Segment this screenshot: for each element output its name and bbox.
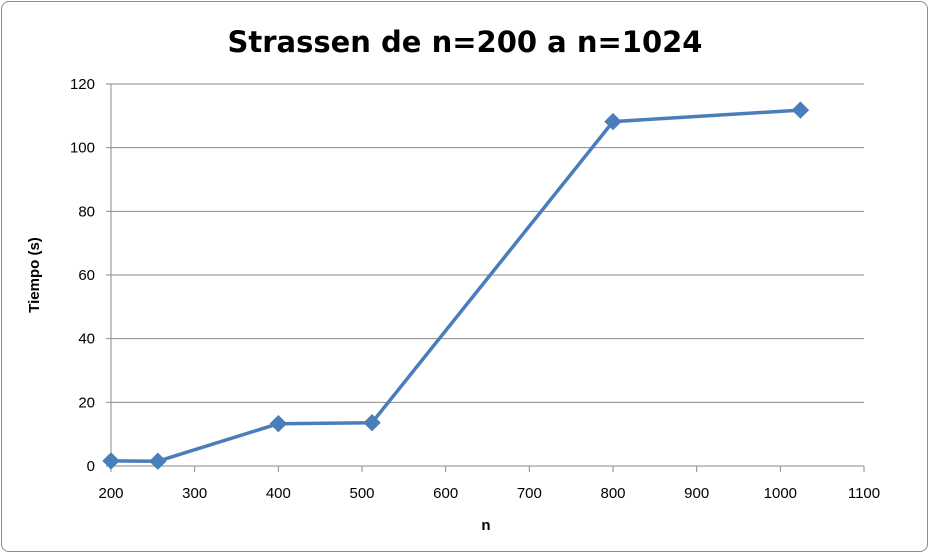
y-tick-label-0: 0: [87, 458, 95, 475]
y-tick-label-120: 120: [70, 76, 95, 93]
x-tick-label-500: 500: [349, 485, 374, 502]
data-point-256: [149, 452, 167, 470]
data-point-200: [102, 452, 120, 470]
series-group: [102, 101, 810, 470]
y-tick-labels: 0 20 40 60 80 100 120: [70, 76, 95, 475]
y-tick-label-60: 60: [78, 267, 95, 284]
y-tick-label-80: 80: [78, 203, 95, 220]
y-tick-label-100: 100: [70, 140, 95, 157]
x-tick-label-700: 700: [517, 485, 542, 502]
x-tick-label-400: 400: [266, 485, 291, 502]
y-tick-label-40: 40: [78, 331, 95, 348]
x-tick-label-900: 900: [684, 485, 709, 502]
grid: [111, 83, 864, 403]
y-tick-label-20: 20: [78, 394, 95, 411]
x-tick-label-600: 600: [433, 485, 458, 502]
x-tick-label-1000: 1000: [764, 485, 797, 502]
x-tick-label-1100: 1100: [848, 485, 880, 502]
data-point-512: [363, 413, 381, 432]
x-tick-label-800: 800: [600, 485, 625, 502]
chart-title: Strassen de n=200 a n=1024: [228, 25, 703, 59]
data-point-800: [604, 112, 622, 131]
x-tick-labels: 200 300 400 500 600 700 800 900 1000 1100: [98, 485, 880, 502]
axes: [106, 83, 865, 472]
x-tick-label-300: 300: [182, 485, 207, 502]
x-tick-label-200: 200: [98, 485, 123, 502]
y-axis-label: Tiempo (s): [26, 237, 43, 313]
series-line-0: [110, 108, 801, 463]
data-point-400: [269, 414, 288, 433]
x-axis-label: n: [481, 517, 490, 534]
data-point-1024: [791, 101, 810, 119]
